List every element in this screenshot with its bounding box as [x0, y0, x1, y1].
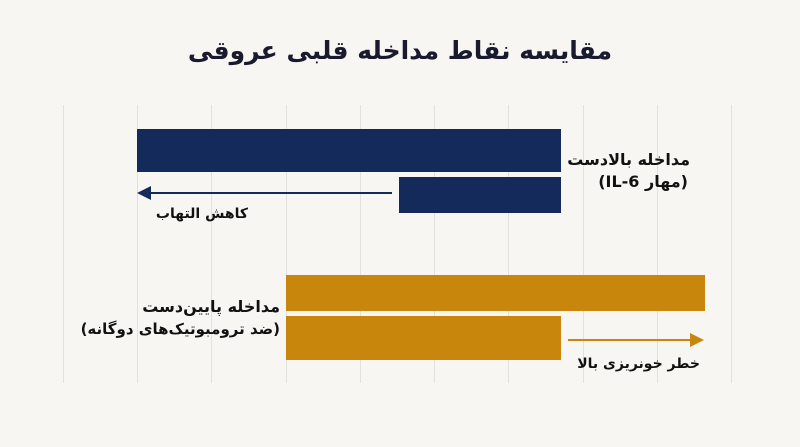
gridline [286, 105, 287, 383]
downstream-bar-large [286, 275, 705, 311]
downstream-label-line1: مداخله پایین‌دست [142, 297, 280, 316]
upstream-bar-small [399, 177, 561, 213]
downstream-bar-small [286, 316, 561, 360]
gridline [583, 105, 584, 383]
gridline [731, 105, 732, 383]
upstream-arrow-label: کاهش التهاب [155, 206, 248, 222]
gridline [657, 105, 658, 383]
upstream-label-line1: مداخله بالادست [567, 150, 690, 169]
downstream-label-line2: (ضد ترومبوتیک‌های دوگانه) [80, 320, 280, 338]
downstream-arrow-label: خطر خونریزی بالا [577, 356, 700, 372]
upstream-bar-large [137, 129, 561, 172]
gridline [508, 105, 509, 383]
arrow-right-line [568, 339, 692, 341]
gridline [434, 105, 435, 383]
arrow-left-line [150, 192, 392, 194]
upstream-label-line2: (مهار IL-6) [598, 172, 688, 191]
gridline [63, 105, 64, 383]
gridline [137, 105, 138, 383]
diagram-title: مقایسه نقاط مداخله قلبی عروقی [187, 36, 613, 65]
gridline [211, 105, 212, 383]
arrow-right-icon [690, 333, 704, 347]
arrow-left-icon [137, 186, 151, 200]
gridline [360, 105, 361, 383]
